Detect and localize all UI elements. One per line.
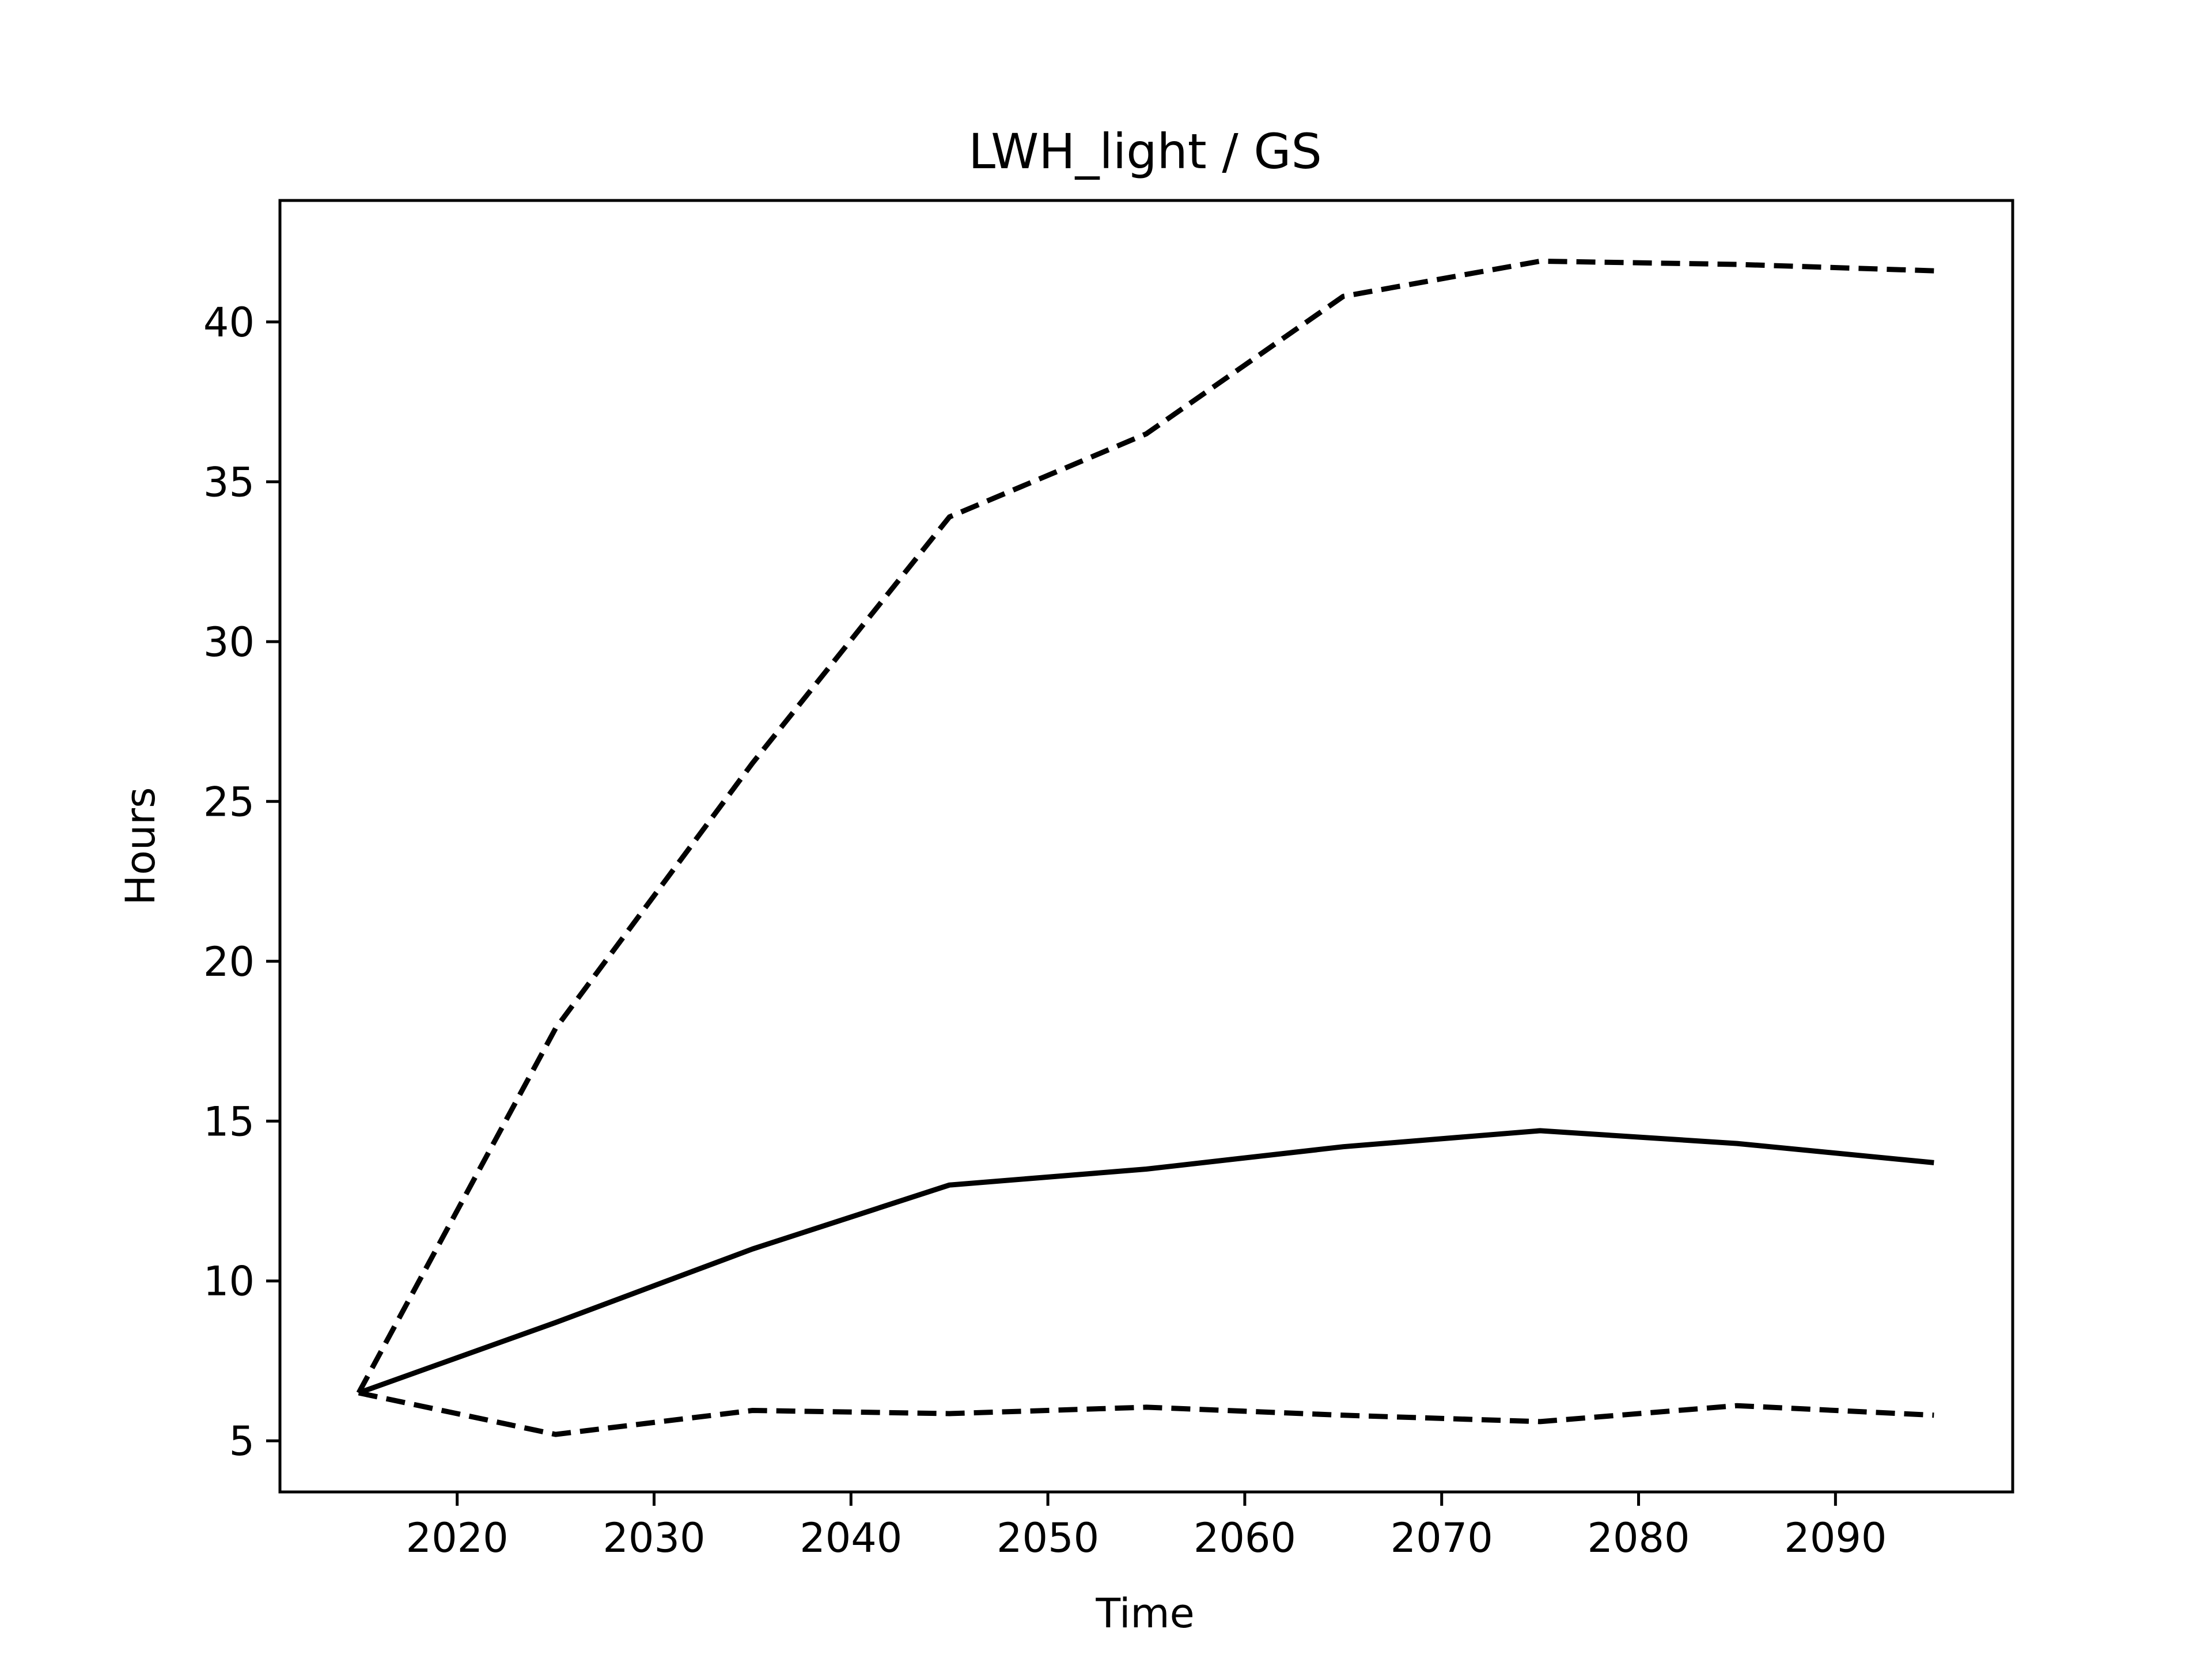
y-tick-label: 30 [203,619,255,666]
dashed-series-line-1 [356,258,1934,1395]
y-tick-label: 40 [203,299,255,346]
x-tick-label: 2070 [1391,1514,1493,1562]
x-tick-label: 2090 [1784,1514,1887,1562]
solid-series-line-0 [358,1128,1934,1396]
y-tick-label: 20 [203,938,255,986]
y-axis: 5 10 15 20 25 30 35 40 [203,299,280,1465]
x-axis: 2020 2030 2040 2050 2060 2070 2080 2090 [406,1492,1887,1562]
y-axis-label: Hours [117,787,164,905]
y-tick-label: 5 [229,1418,255,1465]
x-axis-label: Time [1095,1590,1194,1637]
dashed-series-line-2 [358,1390,1934,1437]
x-tick-label: 2020 [406,1514,509,1562]
chart-title: LWH_light / GS [968,123,1322,180]
plot-area [356,258,1934,1437]
y-tick-label: 35 [203,459,255,506]
y-tick-label: 10 [203,1258,255,1305]
y-tick-label: 25 [203,778,255,825]
x-tick-label: 2050 [997,1514,1099,1562]
y-tick-label: 15 [203,1098,255,1145]
plot-frame [278,199,2014,1494]
x-tick-label: 2040 [800,1514,902,1562]
x-tick-label: 2080 [1587,1514,1690,1562]
x-tick-label: 2030 [603,1514,705,1562]
x-tick-label: 2060 [1194,1514,1296,1562]
